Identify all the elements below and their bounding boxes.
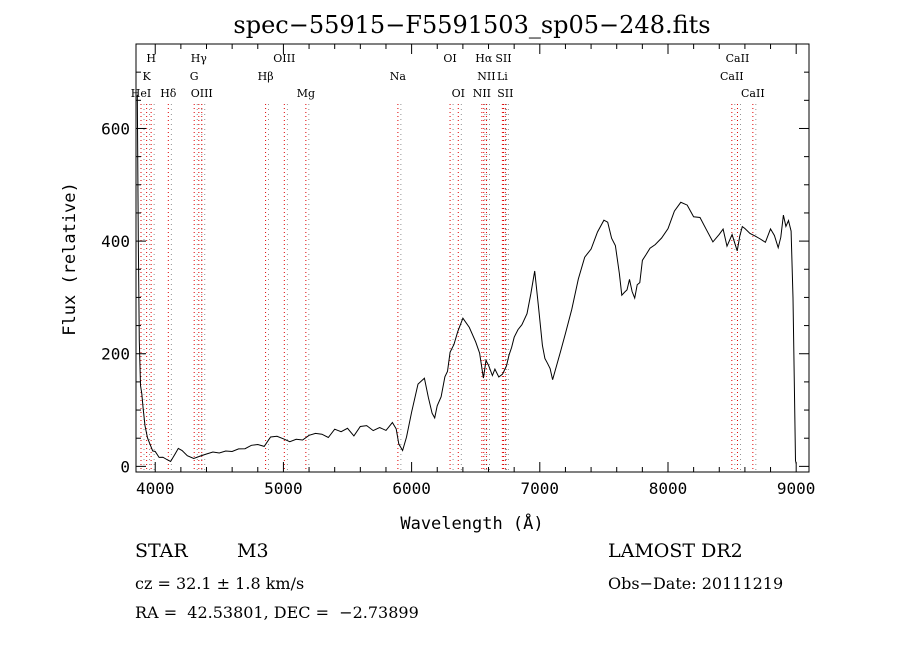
y-axis-label: Flux (relative) (60, 182, 80, 336)
survey-name: LAMOST DR2 (608, 540, 743, 562)
line-label-18: SII (497, 87, 513, 100)
line-label-7: OIII (273, 52, 295, 65)
line-label-5: G (190, 70, 199, 83)
line-label-14: SII (495, 52, 511, 65)
line-label-21: CaII (741, 87, 765, 100)
y-tick-label-600: 600 (101, 119, 130, 138)
line-label-6: OIII (191, 87, 213, 100)
line-label-13: Hα (475, 52, 493, 65)
line-label-8: Hβ (258, 70, 274, 83)
y-tick-label-400: 400 (101, 232, 130, 251)
line-label-9: Mg (297, 87, 315, 100)
x-tick-label-9000: 9000 (777, 479, 816, 498)
y-tick-label-200: 200 (101, 345, 130, 364)
line-label-1: K (143, 70, 152, 83)
x-tick-label-6000: 6000 (392, 479, 431, 498)
object-subclass: M3 (237, 540, 269, 562)
x-tick-label-8000: 8000 (649, 479, 688, 498)
line-label-0: H (146, 52, 156, 65)
line-label-15: NII (477, 70, 495, 83)
x-tick-label-7000: 7000 (521, 479, 560, 498)
line-label-2: HeI (131, 87, 151, 100)
emission-line-markers (140, 104, 757, 472)
x-axis-label: Wavelength (Å) (400, 512, 543, 534)
line-label-20: CaII (720, 70, 744, 83)
line-label-10: Na (390, 70, 407, 83)
chart-title: spec−55915−F5591503_sp05−248.fits (233, 11, 710, 39)
x-tick-label-5000: 5000 (264, 479, 303, 498)
y-axis-ticks: 0 200 400 600 (101, 71, 809, 476)
line-label-3: Hδ (160, 87, 177, 100)
line-label-11: OI (443, 52, 456, 65)
y-tick-label-0: 0 (120, 457, 130, 476)
spectrum-line (136, 94, 797, 464)
line-label-16: Li (497, 70, 508, 83)
observation-date: Obs−Date: 20111219 (608, 574, 784, 593)
redshift-cz: cz = 32.1 ± 1.8 km/s (135, 574, 305, 593)
line-label-12: OI (452, 87, 465, 100)
x-tick-label-4000: 4000 (136, 479, 175, 498)
object-class: STAR (135, 540, 188, 562)
coordinates: RA = 42.53801, DEC = −2.73899 (135, 603, 419, 622)
line-label-17: NII (473, 87, 491, 100)
x-axis-ticks: 4000 5000 6000 7000 8000 9000 (136, 44, 815, 498)
line-label-4: Hγ (191, 52, 208, 65)
line-label-19: CaII (726, 52, 750, 65)
plot-frame (135, 43, 810, 473)
